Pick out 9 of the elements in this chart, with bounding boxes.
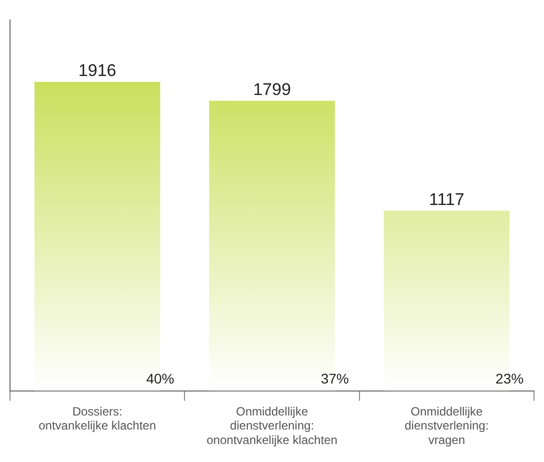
annotation: 23% bbox=[496, 370, 524, 387]
x-tick-label: Onmiddellijke dienstverlening: vragen bbox=[404, 404, 489, 448]
data-label: 1916 bbox=[78, 61, 116, 80]
annotation: 37% bbox=[320, 370, 349, 387]
x-tick-label: Onmiddellijke dienstverlening: onontvankelijke klachten bbox=[206, 404, 338, 448]
annotation: 40% bbox=[146, 370, 174, 387]
data-label: 1799 bbox=[253, 80, 291, 99]
data-label: 1117 bbox=[429, 190, 464, 209]
x-tick-label: Dossiers: ontvankelijke klachten bbox=[38, 404, 156, 433]
